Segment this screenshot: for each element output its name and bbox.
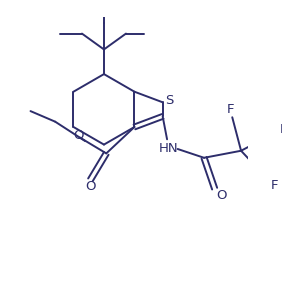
Text: O: O (217, 189, 227, 202)
Text: HN: HN (159, 142, 179, 155)
Text: S: S (165, 94, 173, 107)
Text: F: F (227, 103, 234, 116)
Text: F: F (280, 123, 282, 136)
Text: O: O (73, 129, 83, 142)
Text: F: F (271, 179, 278, 192)
Text: O: O (85, 180, 96, 193)
